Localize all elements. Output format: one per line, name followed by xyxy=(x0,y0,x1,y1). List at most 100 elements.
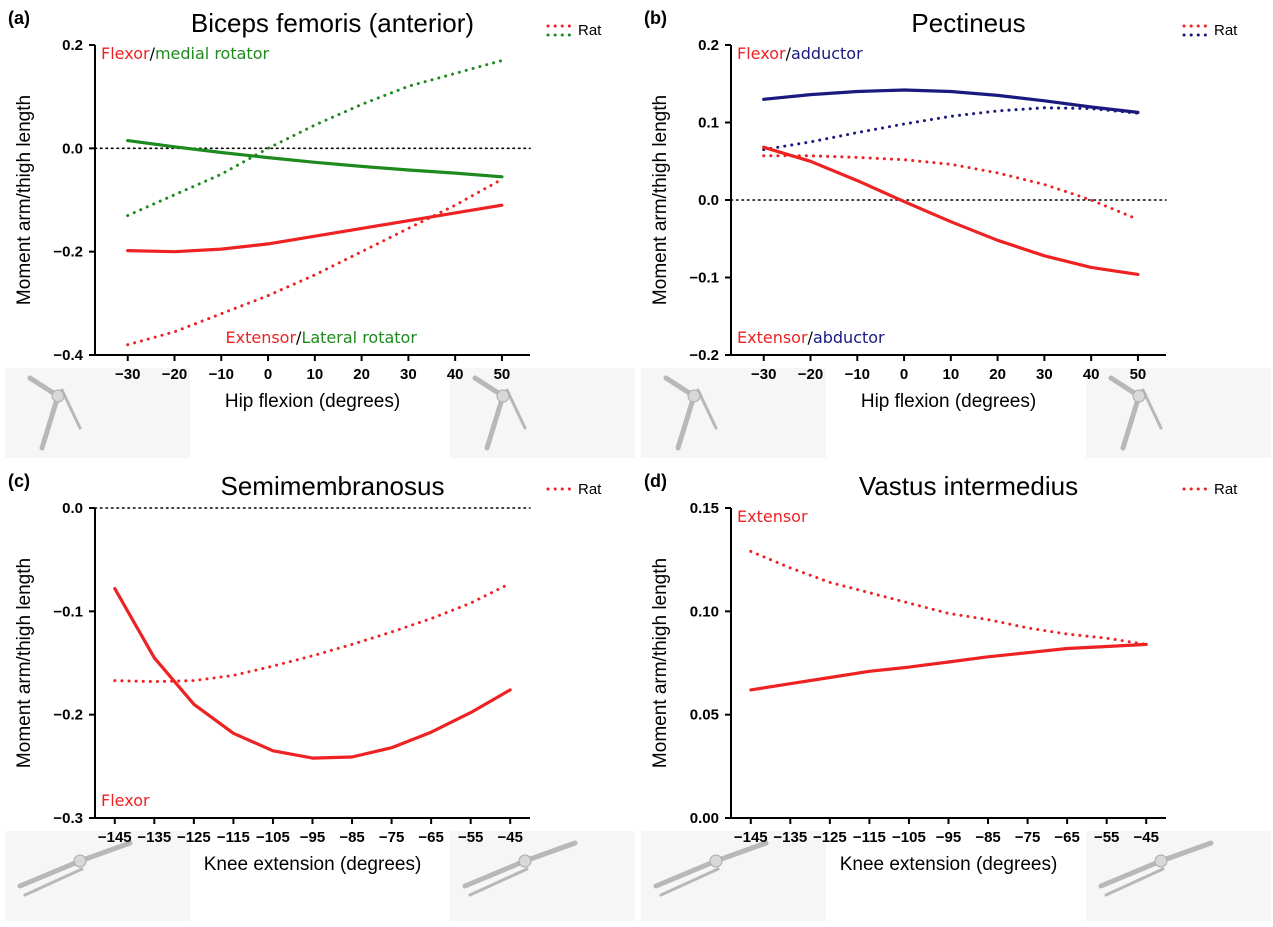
x-tick-label: −135 xyxy=(137,829,171,846)
x-tick-label: −115 xyxy=(217,829,250,846)
x-tick-label: 10 xyxy=(306,366,323,383)
y-tick-label: 0.2 xyxy=(62,37,83,54)
x-tick-label: 40 xyxy=(1083,366,1100,383)
series-line-2 xyxy=(762,106,1140,152)
bone-joint-shape xyxy=(687,389,701,403)
annotation-1: Extensor xyxy=(737,507,808,526)
x-tick-label: −30 xyxy=(115,366,140,383)
bone-joint-shape xyxy=(1154,854,1168,868)
y-tick-label: −0.2 xyxy=(53,244,83,261)
y-tick-label: −0.4 xyxy=(53,347,83,364)
x-tick-label: −115 xyxy=(853,829,886,846)
bone-illustration-end xyxy=(1086,831,1271,921)
x-axis-label: Hip flexion (degrees) xyxy=(861,391,1036,412)
y-tick-label: 0.2 xyxy=(698,37,719,54)
x-tick-label: −55 xyxy=(458,829,483,846)
bone-illustration-start xyxy=(641,831,826,921)
series-line-1 xyxy=(762,88,1140,115)
annotation-1: Flexor xyxy=(101,791,150,810)
chart-a-svg: (a) Biceps femoris (anterior) −0.4 −0.2 0.0 0… xyxy=(5,8,635,458)
x-tick-label: 20 xyxy=(989,366,1006,383)
x-tick-label: −75 xyxy=(379,829,404,846)
x-tick-label: −135 xyxy=(773,829,807,846)
chart-panel-c: (c) Semimembranosus −0.3 −0.2 −0.1 0.0 −145 −13… xyxy=(0,463,636,926)
y-tick-label: 0.0 xyxy=(62,140,83,157)
series-line-4 xyxy=(126,177,504,347)
x-tick-label: 50 xyxy=(494,366,511,383)
x-tick-label: −10 xyxy=(845,366,870,383)
annotation-part: / xyxy=(150,44,156,63)
bone-illustration-end xyxy=(1086,368,1271,458)
x-tick-label: −75 xyxy=(1015,829,1040,846)
annotation-1: Flexor/medial rotator xyxy=(101,44,269,63)
x-tick-label: 20 xyxy=(353,366,370,383)
series-line-3 xyxy=(126,203,504,254)
y-axis-label: Moment arm/thigh length xyxy=(650,95,671,305)
chart-panel-d: (d) Vastus intermedius 0.00 0.05 0.10 0.15 −14… xyxy=(636,463,1272,926)
y-tick-label: 0.10 xyxy=(690,603,719,620)
bone-illustration-shape xyxy=(505,388,527,430)
annotation-part: Flexor xyxy=(101,791,150,810)
bone-illustration-end xyxy=(450,368,635,458)
annotation-2: Extensor/abductor xyxy=(737,328,885,347)
y-tick-label: 0.05 xyxy=(690,707,719,724)
annotation-2: Extensor/Lateral rotator xyxy=(226,328,418,347)
panel-letter: (b) xyxy=(644,8,667,28)
y-tick-label: 0.0 xyxy=(698,192,719,209)
x-tick-label: −20 xyxy=(162,366,187,383)
x-tick-label: 10 xyxy=(942,366,959,383)
bone-illustration-start xyxy=(5,368,190,458)
x-tick-label: −95 xyxy=(300,829,325,846)
chart-title: Semimembranosus xyxy=(221,471,445,501)
series-line-1 xyxy=(113,586,512,760)
x-tick-label: 40 xyxy=(447,366,464,383)
panel-letter: (d) xyxy=(644,471,667,491)
bone-illustration-bg xyxy=(450,831,635,921)
x-tick-label: −85 xyxy=(975,829,1000,846)
x-tick-label: −85 xyxy=(339,829,364,846)
y-tick-label: −0.3 xyxy=(53,810,83,827)
x-axis-label: Knee extension (degrees) xyxy=(204,854,422,875)
y-tick-label: −0.1 xyxy=(53,603,83,620)
bone-illustration-shape xyxy=(23,867,84,897)
x-tick-label: 30 xyxy=(400,366,417,383)
chart-b-svg: (b) Pectineus −0.2 −0.1 0.0 0.1 0.2 −30 −20 −10 0 1… xyxy=(641,8,1271,458)
annotation-part: Extensor xyxy=(226,328,297,347)
bone-illustration-shape xyxy=(1141,388,1163,430)
bone-joint-shape xyxy=(496,389,510,403)
chart-title: Vastus intermedius xyxy=(859,471,1078,501)
bone-illustration-start xyxy=(5,831,190,921)
x-tick-label: 30 xyxy=(1036,366,1053,383)
x-tick-label: −65 xyxy=(1054,829,1079,846)
x-tick-label: −10 xyxy=(209,366,234,383)
x-tick-label: −125 xyxy=(813,829,847,846)
annotation-part: / xyxy=(296,328,302,347)
bone-illustration-bg xyxy=(641,831,826,921)
series-line-4 xyxy=(762,154,1140,221)
legend-label: Rat xyxy=(578,22,602,39)
bone-illustration-start xyxy=(641,368,826,458)
annotation-part: medial rotator xyxy=(155,44,270,63)
legend-label: Rat xyxy=(1214,22,1238,39)
y-tick-label: 0.0 xyxy=(62,500,83,517)
annotation-part: Flexor xyxy=(737,44,786,63)
bone-illustration-end xyxy=(450,831,635,921)
x-tick-label: −65 xyxy=(418,829,443,846)
x-axis-label: Knee extension (degrees) xyxy=(840,854,1058,875)
bone-joint-shape xyxy=(73,854,87,868)
bone-joint-shape xyxy=(518,854,532,868)
panel-letter: (c) xyxy=(8,471,30,491)
x-tick-label: 0 xyxy=(264,366,272,383)
legend-label: Rat xyxy=(578,481,602,498)
annotation-part: Extensor xyxy=(737,507,808,526)
x-tick-label: −145 xyxy=(98,829,132,846)
y-tick-label: 0.15 xyxy=(690,500,719,517)
chart-d-svg: (d) Vastus intermedius 0.00 0.05 0.10 0.15 −14… xyxy=(641,471,1271,921)
y-tick-label: −0.1 xyxy=(689,270,719,287)
y-tick-label: −0.2 xyxy=(689,347,719,364)
bone-illustration-shape xyxy=(468,867,529,897)
bone-joint-shape xyxy=(1132,389,1146,403)
x-tick-label: −45 xyxy=(1134,829,1159,846)
y-tick-label: −0.2 xyxy=(53,707,83,724)
y-tick-label: 0.00 xyxy=(690,810,719,827)
